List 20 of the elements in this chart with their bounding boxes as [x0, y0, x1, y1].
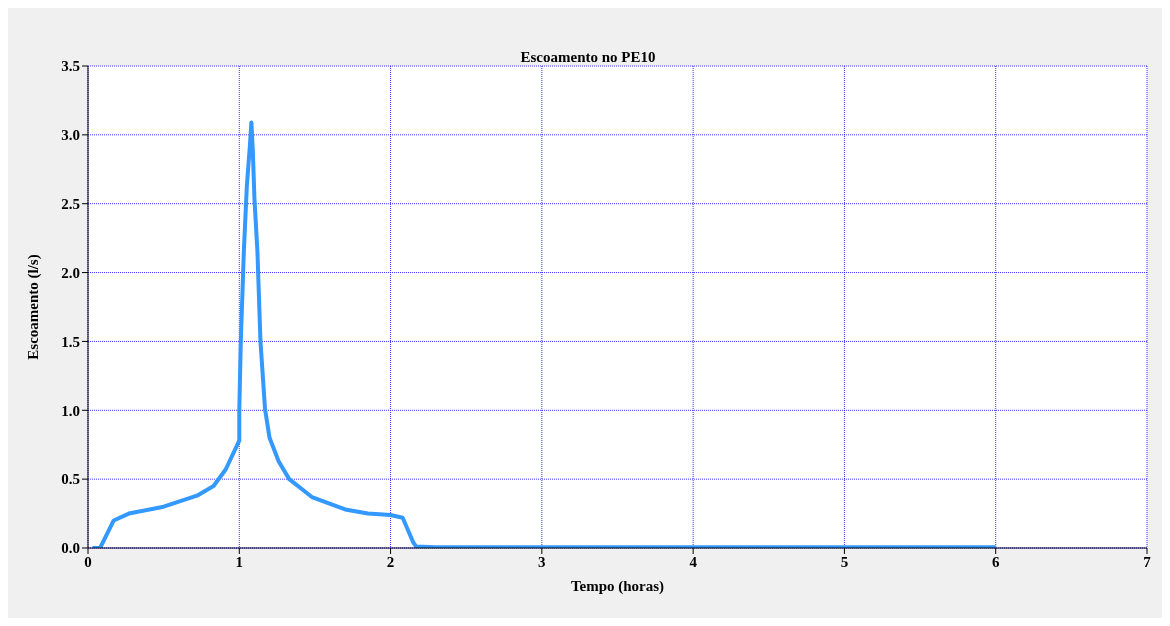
y-tick-label: 3.5: [61, 58, 80, 75]
x-tick-label: 7: [1143, 553, 1152, 570]
line-series: [90, 120, 998, 548]
x-tick-label: 5: [840, 553, 849, 570]
y-tick-label: 3.0: [61, 127, 80, 144]
y-tick-label: 2.5: [61, 196, 80, 213]
x-tick-label: 1: [235, 553, 244, 570]
y-tick-label: 1.0: [61, 402, 80, 419]
y-tick-label: 0.0: [61, 540, 80, 557]
x-tick-label: 4: [689, 553, 698, 570]
chart-title: Escoamento no PE10: [520, 49, 656, 65]
x-axis-title: Tempo (horas): [570, 578, 665, 595]
x-tick-label: 0: [84, 553, 92, 570]
x-tick-label: 3: [538, 553, 546, 570]
y-tick-label: 0.5: [61, 471, 80, 488]
y-tick-label: 2.0: [61, 264, 80, 281]
y-tick-label: 1.5: [61, 333, 80, 350]
x-tick-label: 6: [991, 553, 1000, 570]
x-tick-label: 2: [386, 553, 395, 570]
y-axis-title: Escoamento (l/s): [25, 254, 43, 360]
